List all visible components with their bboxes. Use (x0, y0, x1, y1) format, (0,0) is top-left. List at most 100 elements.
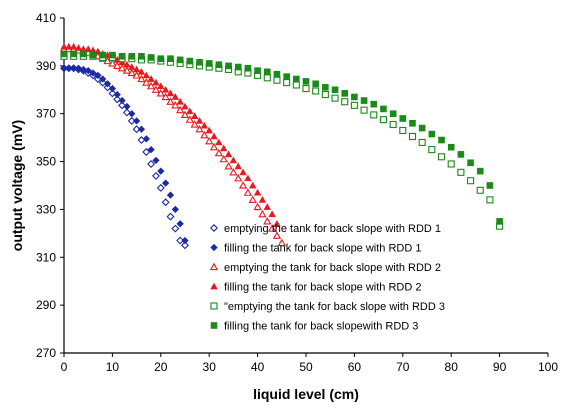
data-point (360, 97, 368, 104)
data-point (190, 112, 199, 119)
data-point (467, 159, 474, 167)
data-point (157, 82, 165, 90)
data-point (84, 45, 92, 52)
x-tick-label: 60 (348, 360, 362, 374)
data-point (185, 115, 194, 123)
axes: 270 290 310 330 350 370 390 410 0 10 20 30 40 50 60 70 8… (36, 11, 558, 374)
data-point (142, 148, 151, 156)
data-point (65, 64, 73, 72)
legend-label: emptying the tank for back slope with RD… (224, 262, 441, 274)
data-point (142, 71, 150, 79)
data-point (171, 224, 180, 233)
x-tick-label: 90 (493, 360, 507, 374)
data-point (258, 196, 267, 203)
data-point (428, 146, 436, 154)
data-point (137, 125, 146, 133)
data-point (244, 174, 252, 182)
legend-marker (210, 322, 218, 329)
data-point (142, 135, 150, 143)
data-point (118, 96, 126, 105)
data-point (408, 132, 417, 140)
y-tick-label: 270 (36, 346, 56, 360)
data-point (389, 110, 397, 118)
data-point (263, 68, 271, 76)
data-point (273, 76, 281, 84)
data-point (209, 142, 219, 151)
data-point (109, 51, 116, 59)
data-point (302, 78, 310, 85)
data-point (418, 138, 426, 146)
data-point (215, 61, 223, 68)
legend-label: filling the tank for back slope with RDD… (224, 243, 421, 255)
data-point (267, 224, 277, 232)
data-point (69, 42, 78, 50)
data-point (272, 231, 282, 239)
data-point (147, 159, 156, 168)
data-point (128, 110, 136, 118)
data-point (234, 162, 242, 170)
data-point (379, 116, 387, 124)
data-point (220, 144, 228, 152)
data-point (147, 145, 155, 154)
series-2 (60, 64, 189, 245)
data-point (151, 171, 160, 180)
data-point (176, 56, 184, 64)
data-point (200, 121, 209, 129)
data-point (224, 150, 233, 158)
data-point (146, 81, 156, 90)
data-point (117, 63, 127, 72)
data-point (171, 93, 180, 100)
data-point (161, 85, 170, 93)
data-point (224, 162, 233, 170)
data-point (171, 101, 180, 109)
x-tick-label: 0 (61, 360, 68, 374)
data-point (341, 98, 349, 106)
data-point (186, 57, 194, 65)
data-point (200, 130, 209, 139)
data-point (238, 181, 248, 189)
data-point (181, 102, 189, 110)
data-point (312, 87, 320, 95)
data-point (254, 67, 261, 74)
x-tick-label: 50 (299, 360, 313, 374)
legend-marker (210, 302, 218, 310)
data-point (132, 65, 141, 73)
data-point (89, 51, 97, 59)
data-point (268, 210, 276, 218)
y-axis-title: output voltage (mV) (9, 120, 25, 251)
data-point (195, 124, 204, 133)
data-point (331, 94, 339, 102)
data-point (132, 71, 141, 79)
data-point (181, 236, 189, 245)
y-tick-label: 410 (36, 11, 56, 25)
data-point (132, 125, 141, 134)
data-point (195, 117, 204, 124)
data-point (167, 55, 174, 62)
legend-label: "emptying the tank for back slope with R… (224, 301, 445, 313)
data-point (127, 116, 136, 125)
data-point (370, 100, 378, 108)
data-point (476, 186, 484, 194)
data-point (99, 75, 107, 83)
data-point (152, 78, 160, 86)
data-point (176, 105, 185, 114)
data-point (210, 132, 218, 140)
data-point (138, 52, 145, 60)
data-point (331, 86, 339, 94)
data-point (447, 160, 455, 168)
data-point (322, 84, 329, 91)
data-point (137, 68, 146, 75)
data-point (74, 44, 83, 51)
data-point (166, 212, 175, 221)
data-point (389, 120, 397, 129)
data-point (74, 64, 83, 72)
data-point (190, 120, 199, 128)
data-point (243, 188, 253, 196)
data-point (229, 156, 238, 164)
y-tick-label: 390 (36, 59, 56, 73)
data-point (123, 102, 131, 111)
data-point (370, 111, 378, 119)
data-point (80, 50, 87, 58)
data-point (219, 154, 228, 163)
